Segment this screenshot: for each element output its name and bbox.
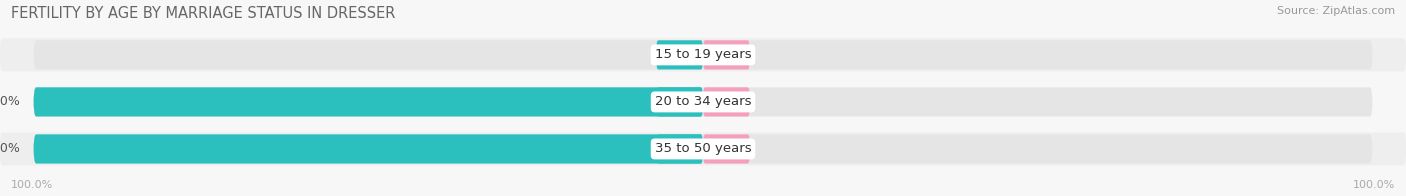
FancyBboxPatch shape <box>0 38 1406 71</box>
Text: 0.0%: 0.0% <box>717 142 748 155</box>
Text: 35 to 50 years: 35 to 50 years <box>655 142 751 155</box>
FancyBboxPatch shape <box>34 87 1372 116</box>
FancyBboxPatch shape <box>34 40 1372 69</box>
FancyBboxPatch shape <box>0 132 1406 165</box>
FancyBboxPatch shape <box>657 40 703 69</box>
FancyBboxPatch shape <box>703 134 749 163</box>
FancyBboxPatch shape <box>0 85 1406 118</box>
FancyBboxPatch shape <box>34 134 1372 163</box>
Text: 100.0%: 100.0% <box>0 95 20 108</box>
Text: FERTILITY BY AGE BY MARRIAGE STATUS IN DRESSER: FERTILITY BY AGE BY MARRIAGE STATUS IN D… <box>11 6 395 21</box>
Text: 0.0%: 0.0% <box>658 48 689 61</box>
Text: 15 to 19 years: 15 to 19 years <box>655 48 751 61</box>
FancyBboxPatch shape <box>657 134 703 163</box>
Text: Source: ZipAtlas.com: Source: ZipAtlas.com <box>1277 6 1395 16</box>
FancyBboxPatch shape <box>703 40 749 69</box>
FancyBboxPatch shape <box>657 87 703 116</box>
Text: 0.0%: 0.0% <box>717 95 748 108</box>
Text: 100.0%: 100.0% <box>11 180 53 190</box>
FancyBboxPatch shape <box>34 134 703 163</box>
FancyBboxPatch shape <box>703 87 749 116</box>
Text: 20 to 34 years: 20 to 34 years <box>655 95 751 108</box>
Text: 100.0%: 100.0% <box>1353 180 1395 190</box>
Text: 0.0%: 0.0% <box>717 48 748 61</box>
Text: 100.0%: 100.0% <box>0 142 20 155</box>
FancyBboxPatch shape <box>34 87 703 116</box>
